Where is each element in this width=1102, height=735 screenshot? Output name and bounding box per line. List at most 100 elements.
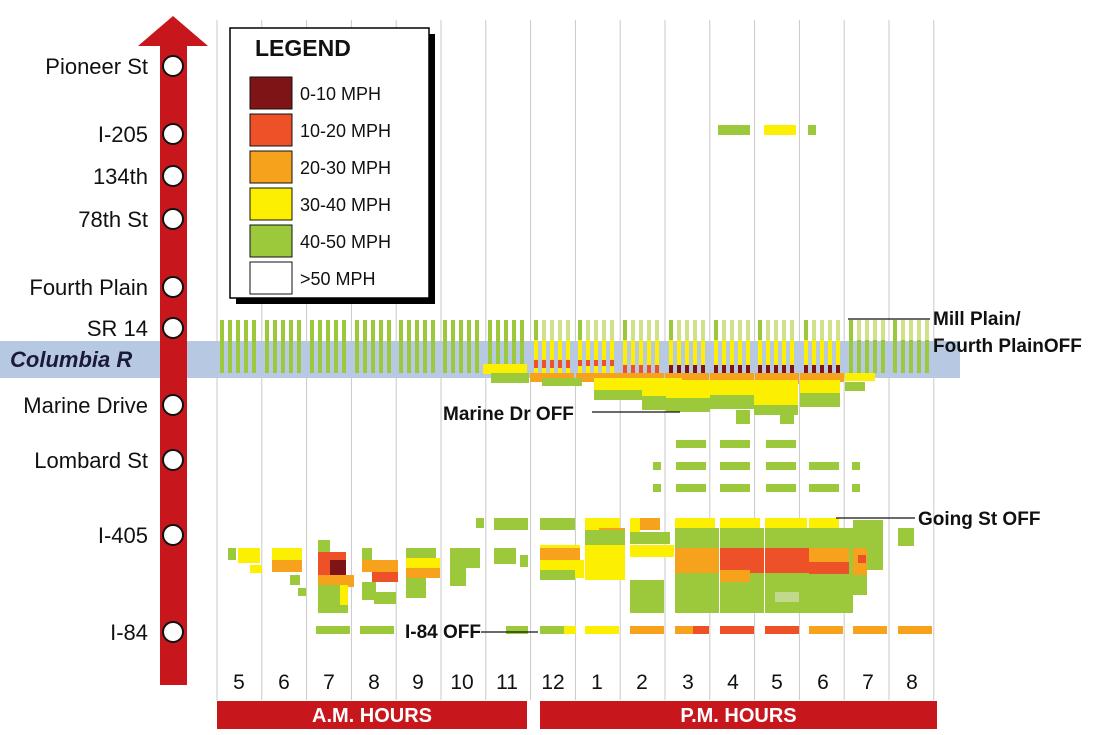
speed-cell: [893, 320, 897, 340]
period-label: A.M. HOURS: [312, 705, 432, 727]
stop-marker-icon: [162, 208, 184, 230]
speed-cell: [374, 592, 396, 604]
speed-cell: [406, 548, 436, 558]
speed-cell: [746, 340, 750, 365]
speed-cell: [272, 548, 302, 562]
stop-label: SR 14: [87, 316, 148, 341]
speed-cell: [774, 320, 778, 340]
speed-cell: [542, 320, 546, 340]
speed-cell: [586, 340, 590, 360]
legend-label: 40-50 MPH: [300, 232, 391, 252]
speed-cell: [631, 365, 635, 373]
speed-cell: [520, 555, 528, 567]
legend-swatch: [249, 261, 293, 295]
speed-cell: [542, 360, 546, 368]
hour-label: 10: [450, 671, 473, 694]
speed-cell: [362, 548, 372, 560]
speed-cell: [220, 320, 224, 373]
speed-cell: [676, 462, 706, 470]
legend-swatch: [249, 150, 293, 184]
speed-cell: [865, 320, 869, 340]
speed-cell: [512, 320, 516, 373]
speed-cell: [812, 340, 816, 365]
speed-cell: [281, 320, 285, 373]
hour-label: 9: [412, 671, 424, 694]
speed-cell: [623, 365, 627, 373]
speed-cell: [909, 340, 913, 373]
speed-cell: [576, 373, 620, 382]
speed-cell: [653, 484, 661, 492]
speed-cell: [898, 626, 932, 634]
speed-cell: [849, 320, 853, 340]
river-label: Columbia R: [10, 347, 132, 372]
speed-cell: [774, 340, 778, 365]
speed-cell: [780, 410, 794, 424]
speed-cell: [853, 626, 887, 634]
legend-label: >50 MPH: [300, 269, 376, 289]
speed-cell: [585, 518, 620, 528]
speed-cell: [252, 320, 256, 373]
speed-cell: [828, 340, 832, 365]
speed-cell: [585, 626, 619, 634]
speed-cell: [564, 626, 576, 634]
speed-cell: [808, 125, 816, 135]
speed-cell: [534, 320, 538, 340]
speed-cell: [790, 320, 794, 340]
speed-cell: [746, 365, 750, 373]
speed-cell: [720, 570, 750, 582]
speed-cell: [800, 393, 840, 407]
speed-cell: [917, 320, 921, 340]
speed-cell: [849, 340, 853, 373]
mill-plain-annotation-line1: Mill Plain/: [933, 309, 1021, 330]
speed-cell: [406, 578, 426, 598]
speed-cell: [540, 626, 564, 634]
speed-cell: [594, 340, 598, 360]
speed-cell: [610, 360, 614, 366]
speed-cell: [431, 320, 435, 373]
speed-cell: [765, 518, 807, 528]
speed-cell: [476, 518, 484, 528]
speed-cell: [602, 340, 606, 360]
speed-cell: [534, 340, 538, 360]
speed-cell: [586, 360, 590, 366]
speed-cell: [558, 320, 562, 340]
speed-cell: [520, 320, 524, 373]
speed-cell: [730, 320, 734, 340]
speed-cell: [766, 484, 796, 492]
speed-cell: [857, 340, 861, 373]
speed-cell: [340, 585, 348, 605]
speed-cell: [450, 568, 466, 586]
speed-cell: [631, 340, 635, 365]
speed-cell: [483, 364, 527, 374]
stop-label: Lombard St: [34, 448, 148, 473]
legend-swatch: [249, 224, 293, 258]
speed-cell: [669, 320, 673, 340]
speed-cell: [363, 320, 367, 373]
period-band: [540, 701, 937, 729]
speed-cell: [722, 320, 726, 340]
speed-cell: [578, 320, 582, 340]
speed-cell: [540, 570, 575, 580]
speed-cell: [766, 365, 770, 373]
hour-label: 3: [682, 671, 694, 694]
speed-cell: [578, 366, 582, 373]
speed-cell: [326, 320, 330, 373]
speed-cell: [273, 320, 277, 373]
speed-cell: [722, 340, 726, 365]
legend-items: 0-10 MPH 10-20 MPH 20-30 MPH 30-40 MPH 40-50…: [249, 76, 391, 295]
exit-annotations: Mill Plain/ Fourth PlainOFF Marine Dr OF…: [405, 309, 1082, 643]
speed-cell: [710, 395, 754, 409]
speed-cell: [594, 366, 598, 373]
speed-cell: [631, 320, 635, 340]
speed-cell: [594, 360, 598, 366]
speed-cell: [630, 626, 664, 634]
speed-cell: [647, 320, 651, 340]
stop-marker-icon: [162, 165, 184, 187]
speed-cell: [701, 340, 705, 365]
speed-cell: [566, 368, 570, 373]
speed-cell: [677, 365, 681, 373]
speed-cell: [504, 320, 508, 373]
legend-label: 0-10 MPH: [300, 84, 381, 104]
hour-label: 1: [591, 671, 603, 694]
legend: LEGEND 0-10 MPH 10-20 MPH 20-30 MPH 30-40 M…: [229, 27, 435, 304]
